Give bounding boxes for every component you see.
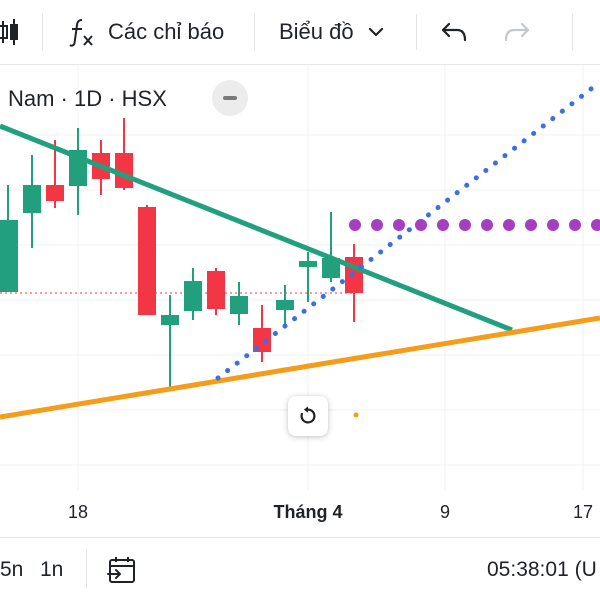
candle-body bbox=[253, 328, 271, 352]
chart-area[interactable] bbox=[0, 64, 600, 536]
candle-body bbox=[161, 315, 179, 325]
range-label: 5n bbox=[0, 557, 24, 581]
range-1n-button[interactable]: 1n bbox=[40, 538, 63, 601]
redo-button[interactable] bbox=[503, 0, 531, 64]
bottom-bar: 5n 1n 05:38:01 (U bbox=[0, 537, 600, 601]
candle-body bbox=[138, 207, 156, 315]
fx-icon bbox=[69, 19, 93, 47]
clock-timezone[interactable]: 05:38:01 (U bbox=[487, 538, 597, 601]
purple-dot bbox=[349, 219, 361, 231]
undo-icon bbox=[441, 22, 467, 42]
reset-chart-button[interactable] bbox=[288, 396, 328, 436]
bottom-divider bbox=[86, 550, 87, 588]
symbol-legend[interactable]: Nam · 1D · HSX bbox=[0, 82, 167, 116]
purple-dot bbox=[415, 219, 427, 231]
chart-style-button[interactable] bbox=[0, 0, 22, 64]
go-to-date-button[interactable] bbox=[106, 538, 138, 601]
purple-dot bbox=[459, 219, 471, 231]
x-axis-label: 9 bbox=[439, 502, 451, 522]
top-toolbar: Các chỉ báo Biểu đồ bbox=[0, 0, 600, 65]
purple-dot bbox=[481, 219, 493, 231]
toolbar-divider bbox=[254, 14, 255, 50]
candle-body bbox=[207, 271, 225, 309]
chevron-down-icon bbox=[368, 27, 383, 37]
candle-body bbox=[23, 185, 41, 213]
minus-icon bbox=[223, 96, 237, 100]
undo-button[interactable] bbox=[440, 0, 468, 64]
range-label: 1n bbox=[40, 557, 64, 581]
purple-dot bbox=[591, 219, 600, 231]
redo-icon bbox=[504, 22, 530, 42]
purple-dot bbox=[569, 219, 581, 231]
indicators-button[interactable]: Các chỉ báo bbox=[68, 0, 224, 64]
purple-dot bbox=[393, 219, 405, 231]
purple-dot bbox=[503, 219, 515, 231]
candle-body bbox=[46, 185, 64, 201]
toolbar-divider bbox=[42, 14, 43, 50]
candle-body bbox=[0, 220, 18, 292]
clock-text: 05:38:01 (U bbox=[487, 557, 597, 581]
trendline-orange[interactable] bbox=[0, 315, 600, 420]
toolbar-divider bbox=[572, 14, 573, 50]
candle-body bbox=[230, 296, 248, 314]
candle-body bbox=[184, 281, 202, 311]
candle-body bbox=[276, 300, 294, 310]
purple-dot bbox=[547, 219, 559, 231]
trendline-green[interactable] bbox=[0, 123, 513, 333]
chart-canvas[interactable] bbox=[0, 64, 600, 536]
x-axis-label: Tháng 4 bbox=[273, 502, 343, 522]
dotted-line-purple[interactable] bbox=[349, 219, 600, 231]
dotted-ray-blue[interactable] bbox=[215, 79, 600, 381]
calendar-goto-icon bbox=[107, 556, 135, 583]
candles-icon bbox=[0, 19, 18, 45]
collapse-legend-button[interactable] bbox=[212, 80, 248, 116]
range-5n-button[interactable]: 5n bbox=[0, 538, 23, 601]
chart-type-label: Biểu đồ bbox=[279, 19, 354, 44]
indicators-label: Các chỉ báo bbox=[108, 19, 225, 44]
chart-type-button[interactable]: Biểu đồ bbox=[279, 0, 384, 64]
x-axis-label: 17 bbox=[572, 502, 594, 522]
candle-body bbox=[322, 258, 340, 278]
candles bbox=[0, 118, 363, 388]
orange-marker bbox=[353, 412, 359, 418]
candle-body bbox=[299, 261, 317, 267]
reset-icon bbox=[300, 406, 316, 424]
x-axis-label: 18 bbox=[67, 502, 89, 522]
purple-dot bbox=[371, 219, 383, 231]
purple-dot bbox=[437, 219, 449, 231]
symbol-text: Nam · 1D · HSX bbox=[8, 86, 167, 111]
purple-dot bbox=[525, 219, 537, 231]
toolbar-divider bbox=[416, 14, 417, 50]
